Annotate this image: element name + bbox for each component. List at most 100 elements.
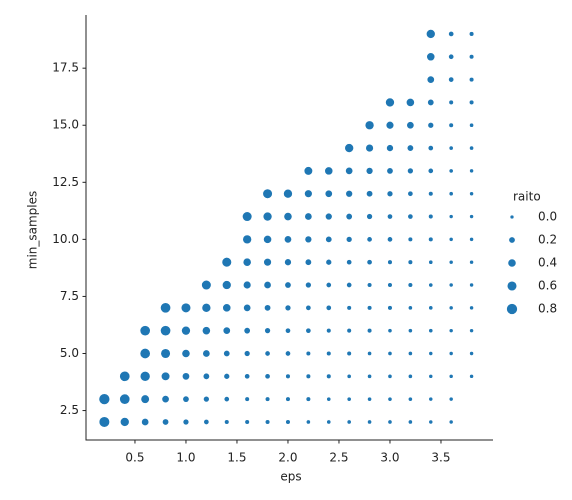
point <box>407 419 413 425</box>
point <box>367 396 373 402</box>
point <box>305 281 312 289</box>
point <box>182 395 190 403</box>
point <box>427 121 435 129</box>
point <box>160 325 172 337</box>
point <box>469 373 475 379</box>
point <box>284 304 292 312</box>
point <box>325 304 332 311</box>
point <box>426 52 436 62</box>
point <box>468 76 475 83</box>
point <box>448 351 454 356</box>
point <box>386 167 394 175</box>
point <box>406 121 415 130</box>
point <box>469 214 475 219</box>
point <box>366 259 373 266</box>
point <box>243 303 252 312</box>
point <box>243 327 251 335</box>
point <box>387 282 393 288</box>
point <box>469 351 475 356</box>
point <box>448 76 455 83</box>
point <box>469 305 475 311</box>
point <box>139 370 151 382</box>
point <box>366 213 373 220</box>
y-tick-label: 10.0 <box>52 232 79 246</box>
point <box>387 305 393 311</box>
y-tick-label: 15.0 <box>52 118 79 132</box>
point <box>221 256 232 268</box>
y-tick-label: 2.5 <box>60 403 79 417</box>
point <box>139 347 151 360</box>
point <box>305 373 312 380</box>
point <box>346 259 353 266</box>
point <box>407 373 413 379</box>
point <box>345 212 353 221</box>
point <box>366 305 373 311</box>
x-tick-label: 2.5 <box>329 451 348 465</box>
point <box>181 372 191 381</box>
point <box>448 282 454 288</box>
point <box>427 145 434 152</box>
point <box>139 325 151 337</box>
point <box>224 419 230 425</box>
point <box>387 350 393 357</box>
point <box>469 328 475 334</box>
point <box>407 350 413 357</box>
point <box>386 144 394 152</box>
point <box>344 143 355 153</box>
point <box>407 213 414 220</box>
x-tick-label: 3.5 <box>431 451 450 465</box>
point <box>161 418 170 426</box>
point <box>264 327 271 335</box>
point <box>387 328 393 334</box>
point <box>324 166 334 176</box>
point <box>326 350 332 357</box>
point <box>407 396 413 402</box>
point <box>469 282 475 288</box>
point <box>202 372 210 380</box>
point <box>305 350 312 357</box>
point <box>222 303 232 313</box>
point <box>365 167 374 175</box>
point <box>264 373 271 380</box>
point <box>304 212 313 221</box>
point <box>428 236 434 243</box>
point <box>305 327 312 334</box>
point <box>284 327 292 334</box>
point <box>346 281 353 289</box>
point <box>448 214 454 219</box>
point <box>223 349 231 358</box>
point <box>469 145 475 151</box>
point <box>426 75 435 84</box>
point <box>160 302 172 314</box>
point <box>244 396 250 402</box>
point <box>202 349 211 358</box>
point <box>262 188 273 199</box>
legend-marker <box>509 214 515 220</box>
point <box>203 395 210 403</box>
point <box>160 348 171 359</box>
point <box>346 396 352 402</box>
point <box>407 167 414 175</box>
point <box>263 234 273 244</box>
point <box>263 257 272 267</box>
point <box>428 259 434 265</box>
point <box>386 190 394 198</box>
point <box>98 393 111 405</box>
point <box>448 53 455 60</box>
x-tick-label: 2.0 <box>278 451 297 465</box>
point <box>367 419 373 425</box>
point <box>448 328 454 334</box>
point <box>325 235 333 243</box>
point <box>405 97 415 107</box>
point <box>244 373 251 380</box>
x-tick-label: 1.0 <box>176 451 195 465</box>
point <box>325 281 332 289</box>
legend-label: 0.8 <box>538 302 557 316</box>
point <box>345 236 353 243</box>
point <box>428 282 434 288</box>
point <box>305 419 311 425</box>
point <box>387 373 393 379</box>
point <box>242 234 253 245</box>
point <box>469 191 475 197</box>
